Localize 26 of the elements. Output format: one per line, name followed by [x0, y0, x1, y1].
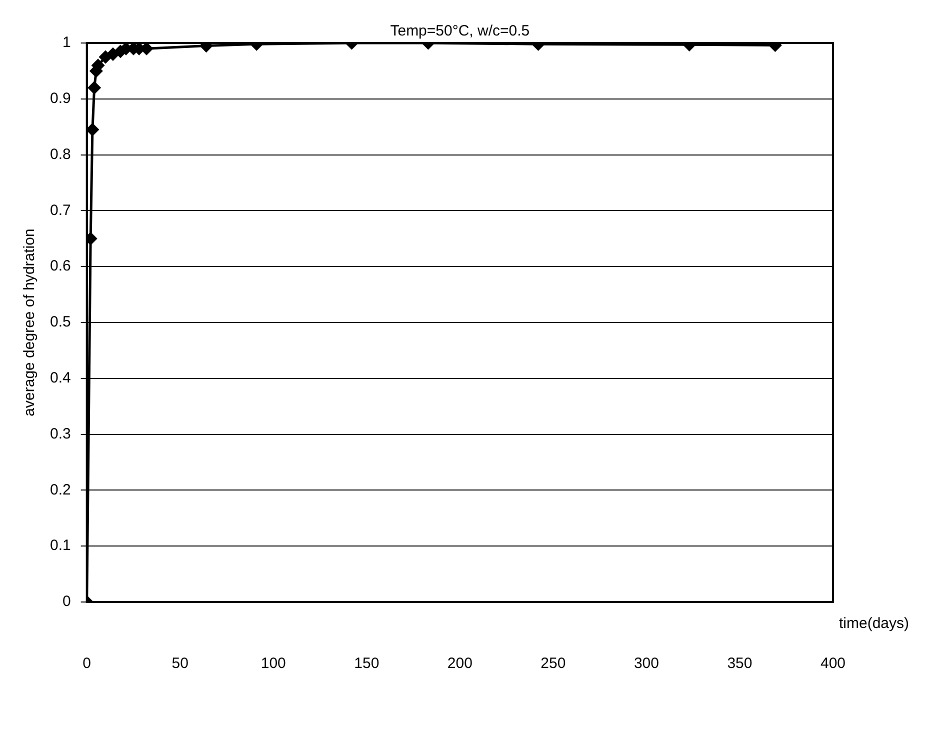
y-tick-label: 1 — [62, 34, 71, 52]
y-axis-title: average degree of hydration — [21, 228, 38, 416]
point — [99, 50, 112, 64]
x-tick-label: 150 — [354, 655, 380, 672]
x-tick-label: 200 — [447, 655, 472, 672]
y-tick-label: 0.4 — [50, 370, 71, 387]
point — [88, 81, 101, 94]
y-tick-label: 0.9 — [50, 90, 71, 108]
x-tick-label: 0 — [82, 655, 92, 672]
x-tick-label: 250 — [540, 655, 566, 672]
x-tick-label: 100 — [260, 655, 286, 672]
y-tick-label: 0.6 — [50, 258, 71, 275]
y-tick-label: 0.1 — [50, 537, 71, 554]
x-axis-title: time(days) — [839, 615, 910, 632]
y-tick-label: 0.7 — [50, 202, 71, 219]
y-tick-label: 0.3 — [50, 425, 71, 442]
x-tick-label: 400 — [820, 655, 846, 672]
chart-title: Temp=50°C, w/c=0.5 — [390, 22, 530, 40]
y-tick-label: 0 — [62, 593, 71, 610]
y-tick-label: 0.5 — [50, 314, 71, 331]
y-tick-label: 0.2 — [50, 481, 71, 498]
y-tick-label: 0.8 — [50, 146, 71, 163]
x-tick-label: 50 — [172, 655, 188, 672]
point — [86, 123, 99, 136]
x-tick-label: 350 — [727, 655, 752, 672]
x-tick-label: 300 — [634, 655, 659, 672]
